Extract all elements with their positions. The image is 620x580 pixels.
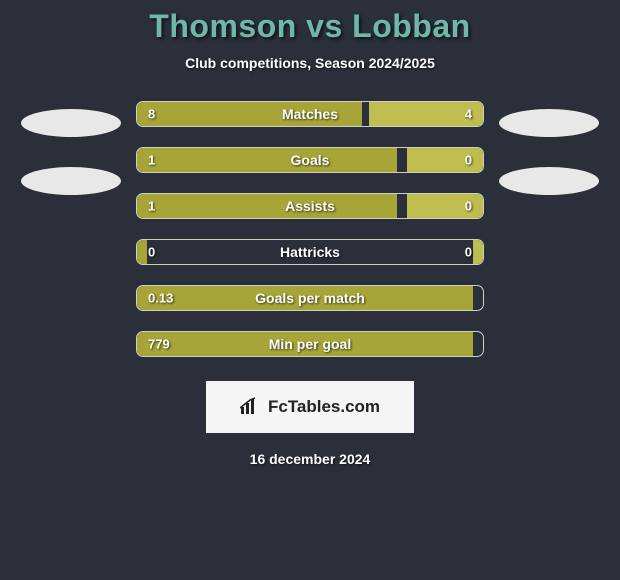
right-value: 0 [465, 153, 472, 168]
stat-label: Goals [291, 152, 330, 168]
bar-right-fill [473, 240, 483, 264]
stat-row: 1 0 Assists [136, 193, 484, 219]
left-side [16, 101, 126, 195]
stat-label: Hattricks [280, 244, 340, 260]
player-left-avatar-placeholder [21, 109, 121, 137]
bar-left-fill [137, 240, 147, 264]
right-value: 0 [465, 199, 472, 214]
stat-row: 0.13 Goals per match [136, 285, 484, 311]
logo-text: FcTables.com [268, 397, 380, 417]
chart-bars-icon [240, 397, 262, 418]
bar-left-fill [137, 194, 397, 218]
stat-bars: 8 4 Matches 1 0 Goals 1 0 Assists 0 0 Hattricks 0.13… [136, 101, 484, 357]
fctables-logo: FcTables.com [206, 381, 414, 433]
bar-left-fill [137, 148, 397, 172]
right-side [494, 101, 604, 195]
date-label: 16 december 2024 [0, 451, 620, 467]
team-left-logo-placeholder [21, 167, 121, 195]
left-value: 0 [148, 245, 155, 260]
player-right-avatar-placeholder [499, 109, 599, 137]
page-title: Thomson vs Lobban [0, 0, 620, 45]
right-value: 0 [465, 245, 472, 260]
left-value: 1 [148, 153, 155, 168]
left-value: 779 [148, 337, 170, 352]
stat-label: Goals per match [255, 290, 365, 306]
stat-row: 8 4 Matches [136, 101, 484, 127]
stat-label: Min per goal [269, 336, 351, 352]
subtitle: Club competitions, Season 2024/2025 [0, 55, 620, 71]
left-value: 0.13 [148, 291, 173, 306]
left-value: 1 [148, 199, 155, 214]
stat-label: Assists [285, 198, 335, 214]
right-value: 4 [465, 107, 472, 122]
team-right-logo-placeholder [499, 167, 599, 195]
stat-row: 1 0 Goals [136, 147, 484, 173]
stat-row: 0 0 Hattricks [136, 239, 484, 265]
comparison-content: 8 4 Matches 1 0 Goals 1 0 Assists 0 0 Hattricks 0.13… [0, 101, 620, 357]
stat-row: 779 Min per goal [136, 331, 484, 357]
stat-label: Matches [282, 106, 338, 122]
left-value: 8 [148, 107, 155, 122]
